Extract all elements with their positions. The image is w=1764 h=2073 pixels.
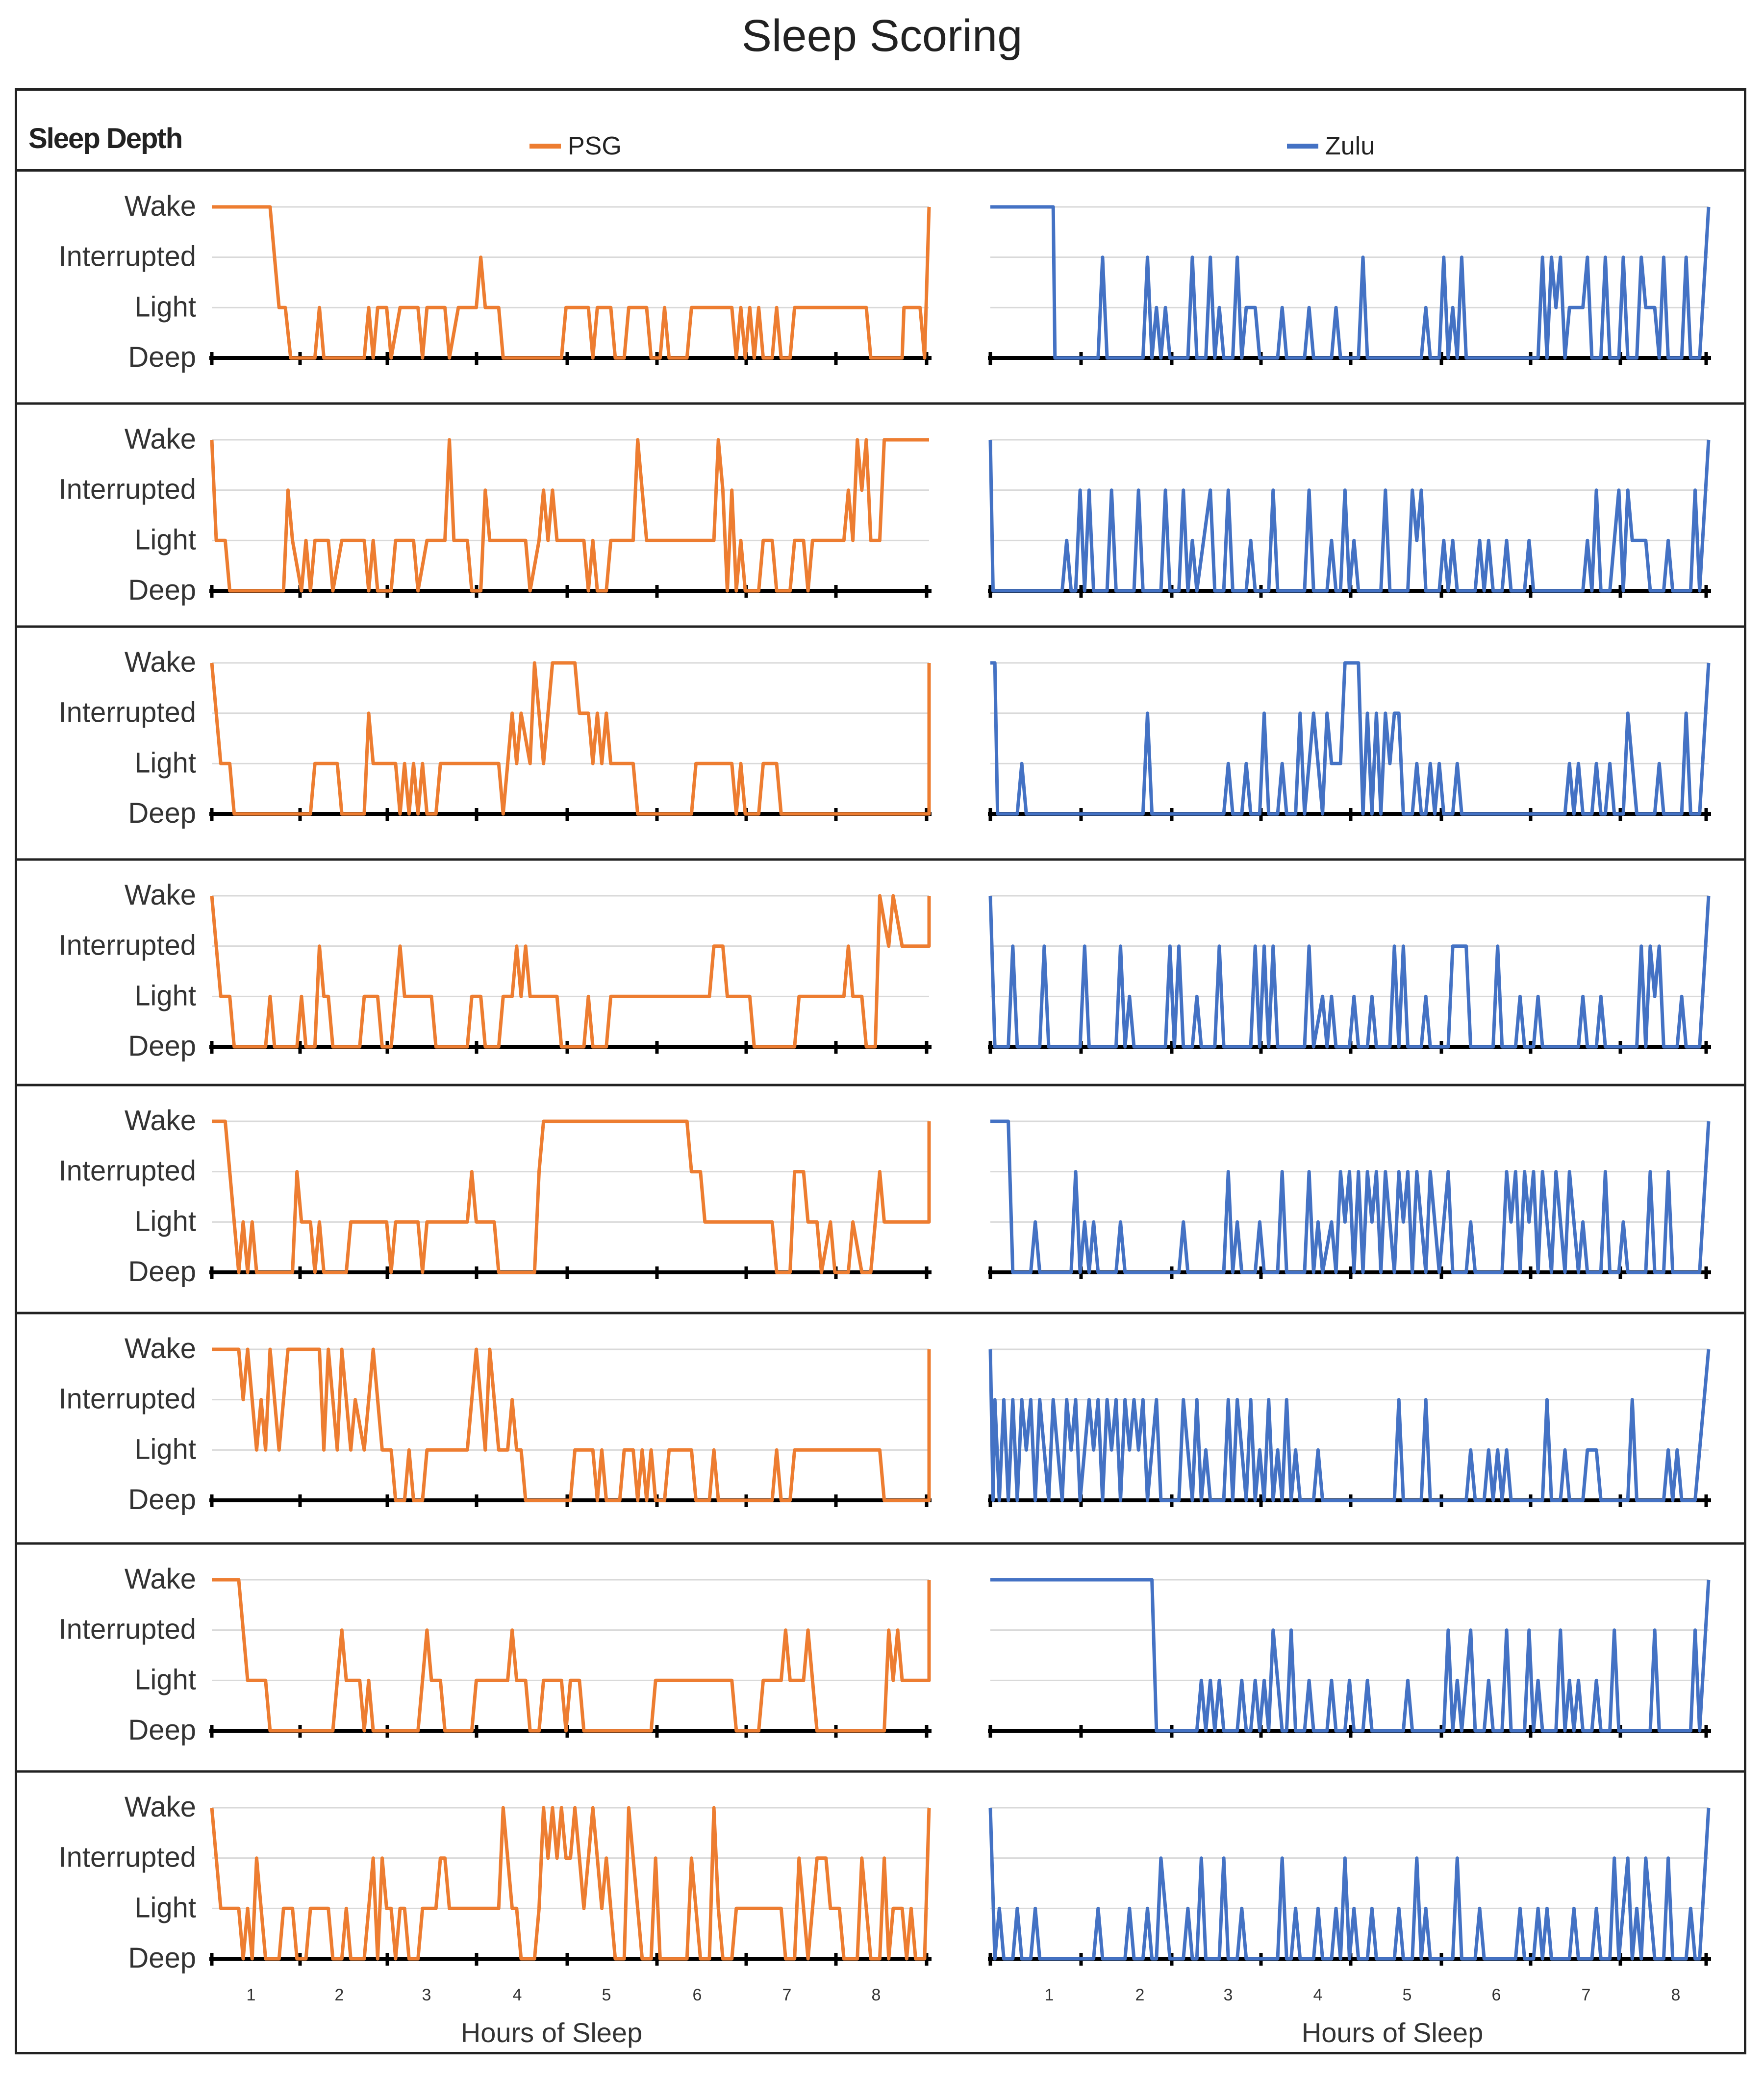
y-tick-label-interrupted: Interrupted (58, 1383, 196, 1415)
y-tick-label-interrupted: Interrupted (58, 474, 196, 506)
y-tick-label-wake: Wake (125, 190, 196, 222)
y-tick-label-deep: Deep (128, 1942, 196, 1974)
zulu-series-line (988, 1349, 1711, 1502)
x-tick-label: 8 (1671, 1986, 1681, 2004)
chart-title: Sleep Scoring (741, 11, 1023, 61)
y-tick-label-light: Light (134, 747, 196, 779)
y-tick-label-light: Light (134, 524, 196, 556)
psg-series-line (210, 661, 931, 816)
zulu-series-line (990, 205, 1711, 360)
psg-series-line (212, 1347, 931, 1502)
psg-series-line (210, 894, 931, 1049)
y-tick-label-wake: Wake (125, 423, 196, 455)
chart-frame (15, 88, 1746, 2054)
y-tick-label-light: Light (134, 1664, 196, 1695)
x-axis-title-psg: Hours of Sleep (461, 2017, 642, 2048)
legend-psg: PSG (529, 131, 622, 161)
legend-zulu: Zulu (1287, 131, 1375, 161)
x-tick-label: 1 (1045, 1986, 1054, 2004)
psg-series-line (210, 1806, 931, 1961)
legend-psg-label: PSG (568, 132, 622, 160)
y-tick-label-deep: Deep (128, 797, 196, 829)
x-tick-label: 7 (782, 1986, 792, 2004)
x-tick-label: 8 (872, 1986, 881, 2004)
x-tick-label: 4 (1313, 1986, 1323, 2004)
y-tick-label-deep: Deep (128, 341, 196, 373)
y-tick-label-light: Light (134, 1892, 196, 1923)
y-tick-label-light: Light (134, 980, 196, 1011)
y-tick-label-wake: Wake (125, 1333, 196, 1365)
zulu-series-line (988, 439, 1711, 593)
y-tick-label-light: Light (134, 291, 196, 323)
header-row (15, 88, 1746, 172)
x-tick-label: 3 (1224, 1986, 1233, 2004)
y-tick-label-wake: Wake (125, 879, 196, 911)
y-tick-label-interrupted: Interrupted (58, 241, 196, 273)
y-tick-label-deep: Deep (128, 1256, 196, 1288)
zulu-series-line (988, 1807, 1711, 1961)
y-tick-label-interrupted: Interrupted (58, 1614, 196, 1645)
legend-zulu-swatch (1287, 144, 1318, 149)
zulu-series-line (990, 1119, 1711, 1274)
y-tick-label-interrupted: Interrupted (58, 930, 196, 961)
x-tick-label: 1 (247, 1986, 256, 2004)
x-tick-label: 2 (1135, 1986, 1145, 2004)
psg-series-line (212, 1119, 931, 1274)
y-tick-label-wake: Wake (125, 1105, 196, 1137)
x-tick-label: 6 (1492, 1986, 1501, 2004)
zulu-series-line (988, 895, 1711, 1049)
x-tick-label: 3 (422, 1986, 431, 2004)
psg-series-line (212, 1578, 931, 1733)
psg-series-line (212, 205, 931, 360)
x-axis-title-zulu: Hours of Sleep (1302, 2017, 1483, 2048)
y-tick-label-interrupted: Interrupted (58, 1155, 196, 1187)
x-tick-label: 7 (1582, 1986, 1591, 2004)
y-tick-label-deep: Deep (128, 574, 196, 606)
x-tick-label: 6 (693, 1986, 702, 2004)
zulu-series-line (990, 661, 1711, 816)
y-tick-label-light: Light (134, 1433, 196, 1465)
y-tick-label-deep: Deep (128, 1030, 196, 1062)
zulu-series-line (990, 1578, 1711, 1733)
sleep-depth-label: Sleep Depth (28, 123, 183, 154)
x-tick-label: 5 (1403, 1986, 1412, 2004)
y-tick-label-interrupted: Interrupted (58, 1842, 196, 1873)
legend-zulu-label: Zulu (1325, 132, 1375, 160)
x-tick-label: 5 (602, 1986, 611, 2004)
legend-psg-swatch (529, 144, 561, 149)
y-tick-label-interrupted: Interrupted (58, 697, 196, 729)
y-tick-label-deep: Deep (128, 1714, 196, 1746)
y-tick-label-wake: Wake (125, 1791, 196, 1823)
y-tick-label-light: Light (134, 1205, 196, 1237)
x-tick-label: 2 (335, 1986, 344, 2004)
y-tick-label-wake: Wake (125, 1563, 196, 1595)
y-tick-label-wake: Wake (125, 646, 196, 678)
psg-series-line (210, 438, 929, 593)
x-tick-label: 4 (513, 1986, 522, 2004)
y-tick-label-deep: Deep (128, 1484, 196, 1516)
